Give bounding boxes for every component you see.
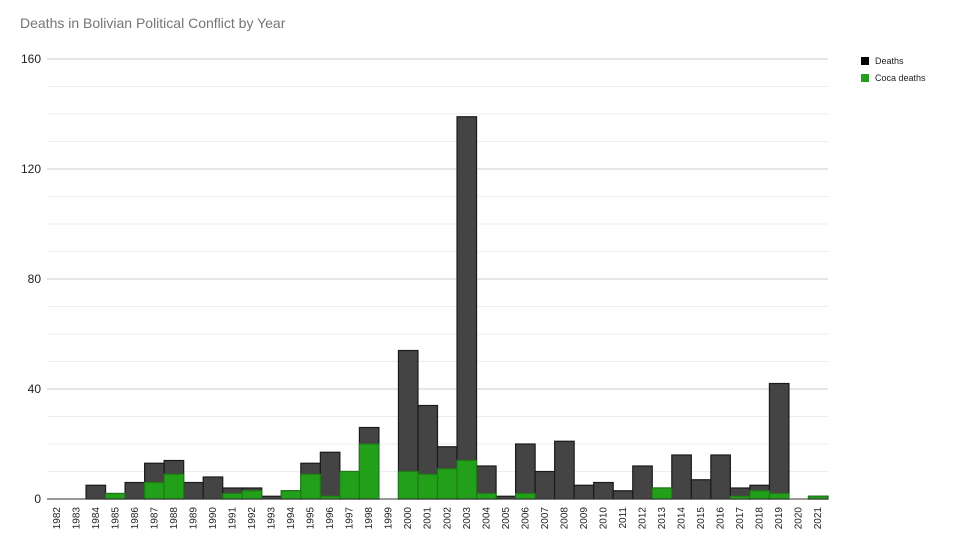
x-tick-label-1989: 1989 (188, 507, 199, 530)
bar-deaths-2003 (456, 116, 478, 500)
legend: Deaths Coca deaths (861, 52, 926, 86)
x-tick-label-2014: 2014 (677, 507, 688, 530)
x-tick-label-1994: 1994 (286, 507, 297, 530)
x-tick-label-2015: 2015 (696, 507, 707, 530)
x-tick-label-1998: 1998 (364, 507, 375, 530)
bar-coca-deaths-1988 (163, 473, 185, 500)
series-coca-deaths (104, 443, 829, 500)
y-tick-label-3: 120 (21, 162, 41, 176)
x-tick-label-2013: 2013 (657, 507, 668, 530)
bar-coca-deaths-2018 (749, 490, 771, 500)
y-tick-label-1: 40 (28, 382, 42, 396)
bar-deaths-2015 (690, 479, 712, 500)
x-tick-label-2001: 2001 (423, 507, 434, 530)
x-tick-label-1986: 1986 (130, 507, 141, 530)
x-tick-label-1987: 1987 (149, 507, 160, 530)
bar-coca-deaths-2001 (417, 473, 439, 500)
x-tick-label-1990: 1990 (208, 507, 219, 530)
bar-coca-deaths-2002 (436, 468, 458, 500)
bar-deaths-1990 (202, 476, 224, 500)
legend-label-deaths: Deaths (875, 55, 904, 66)
x-tick-label-1982: 1982 (52, 507, 63, 530)
legend-item-coca-deaths[interactable]: Coca deaths (861, 69, 926, 86)
bar-deaths-1984 (85, 484, 107, 500)
x-tick-label-1988: 1988 (169, 507, 180, 530)
y-tick-label-2: 80 (28, 272, 42, 286)
grid (47, 58, 828, 500)
bar-deaths-1989 (183, 481, 204, 500)
x-axis: 1982 1983 1984 1985 1986 1987 1988 1989 1990 1991… (52, 507, 824, 530)
bar-coca-deaths-1985 (104, 492, 126, 500)
x-tick-label-2019: 2019 (774, 507, 785, 530)
bar-coca-deaths-1987 (144, 481, 165, 500)
bar-coca-deaths-1995 (300, 473, 321, 500)
x-tick-label-1995: 1995 (306, 507, 317, 530)
bar-deaths-1986 (124, 481, 146, 500)
bar-deaths-2012 (632, 465, 653, 500)
bar-coca-deaths-2003 (456, 459, 478, 500)
x-tick-label-2016: 2016 (716, 507, 727, 530)
x-tick-label-2018: 2018 (755, 507, 766, 530)
legend-swatch-coca-deaths (861, 73, 869, 82)
bar-coca-deaths-2006 (514, 492, 536, 500)
bar-deaths-2019 (768, 382, 790, 500)
x-tick-label-2012: 2012 (638, 507, 649, 530)
x-tick-label-1984: 1984 (91, 507, 102, 530)
x-tick-label-2006: 2006 (520, 507, 531, 530)
x-tick-label-2005: 2005 (501, 507, 512, 530)
x-tick-label-2000: 2000 (403, 507, 414, 530)
y-axis: 0 40 80 120 160 (21, 52, 41, 506)
x-tick-label-1991: 1991 (227, 507, 238, 530)
y-tick-label-0: 0 (34, 492, 41, 506)
legend-label-coca-deaths: Coca deaths (875, 72, 926, 83)
x-tick-label-2021: 2021 (813, 507, 824, 530)
bar-coca-deaths-1997 (339, 470, 360, 500)
bar-deaths-1996 (319, 451, 341, 500)
x-tick-label-2017: 2017 (735, 507, 746, 530)
x-tick-label-2009: 2009 (579, 507, 590, 530)
x-tick-label-2020: 2020 (794, 507, 805, 530)
bar-deaths-2007 (534, 470, 556, 500)
x-tick-label-1985: 1985 (110, 507, 121, 530)
x-tick-label-1997: 1997 (345, 507, 356, 530)
series-deaths (85, 116, 829, 500)
y-tick-label-4: 160 (21, 52, 41, 66)
bar-deaths-2008 (554, 440, 575, 500)
bar-coca-deaths-2004 (475, 492, 497, 500)
x-tick-label-2002: 2002 (442, 507, 453, 530)
bar-coca-deaths-1994 (280, 490, 302, 500)
bar-coca-deaths-1992 (241, 490, 263, 500)
x-tick-label-2010: 2010 (598, 507, 609, 530)
x-tick-label-1983: 1983 (71, 507, 82, 530)
x-tick-label-1999: 1999 (384, 507, 395, 530)
x-tick-label-1993: 1993 (267, 507, 278, 530)
bar-coca-deaths-2000 (397, 470, 419, 500)
x-tick-label-1992: 1992 (247, 507, 258, 530)
legend-item-deaths[interactable]: Deaths (861, 52, 926, 69)
bar-coca-deaths-1998 (358, 443, 380, 500)
chart-title: Deaths in Bolivian Political Conflict by… (20, 15, 286, 31)
bar-deaths-2010 (593, 481, 614, 500)
x-tick-label-2004: 2004 (481, 507, 492, 530)
bar-deaths-2014 (671, 454, 692, 500)
bar-coca-deaths-2019 (768, 492, 790, 500)
bar-coca-deaths-2013 (651, 487, 673, 500)
x-tick-label-2007: 2007 (540, 507, 551, 530)
x-tick-label-2011: 2011 (618, 507, 629, 529)
bar-deaths-2016 (710, 454, 731, 500)
bar-coca-deaths-1991 (222, 492, 243, 500)
bar-deaths-2009 (573, 484, 595, 500)
legend-swatch-deaths (861, 56, 869, 65)
x-tick-label-2008: 2008 (559, 507, 570, 530)
bar-deaths-2006 (514, 443, 536, 500)
x-tick-label-1996: 1996 (325, 507, 336, 530)
x-tick-label-2003: 2003 (462, 507, 473, 530)
bar-deaths-2011 (612, 490, 634, 500)
